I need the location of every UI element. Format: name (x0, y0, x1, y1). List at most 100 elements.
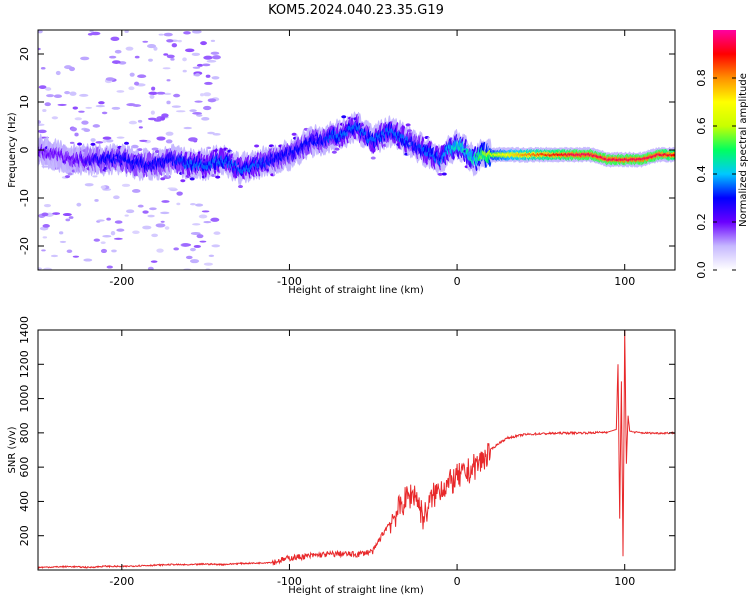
spectrogram-noise-blob (201, 210, 210, 213)
spectrogram-noise-blob (110, 36, 120, 41)
spectrogram-noise-blob (203, 220, 212, 224)
spectrogram-noise-blob (142, 210, 149, 214)
spectrogram-noise-blob (196, 234, 204, 239)
spectrogram-noise-blob (190, 259, 200, 264)
spectrogram-xtick-label: 100 (614, 275, 635, 288)
spectrogram-ytick-label: 0 (18, 147, 31, 154)
snr-xtick-label: -100 (277, 575, 302, 588)
spectrogram-noise-blob (188, 137, 198, 142)
snr-xtick-label: 100 (614, 575, 635, 588)
spectrogram-ridge-scatter (154, 150, 160, 154)
spectrogram-noise-blob (171, 43, 178, 48)
spectrogram-noise-blob (131, 144, 139, 149)
spectrogram-noise-blob (116, 90, 125, 93)
spectrogram-noise-blob (192, 66, 201, 69)
spectrogram-ytick-label: -20 (18, 237, 31, 255)
spectrogram-noise-blob (194, 100, 203, 103)
spectrogram-noise-blob (142, 40, 149, 43)
spectrogram-noise-blob (182, 57, 187, 62)
spectrogram-noise-blob (55, 70, 61, 76)
spectrogram-noise-blob (165, 131, 174, 136)
spectrogram-noise-blob (81, 120, 89, 125)
spectrogram-ytick-label: 20 (18, 47, 31, 61)
spectrogram-noise-blob (148, 58, 153, 62)
spectrogram-noise-blob (193, 244, 201, 248)
spectrogram-noise-blob (185, 48, 195, 53)
spectrogram-noise-blob (167, 187, 177, 190)
spectrogram-noise-blob (59, 231, 64, 235)
spectrogram-xtick-label: -200 (109, 275, 134, 288)
spectrogram-ridge-scatter (65, 175, 71, 179)
spectrogram-noise-blob (96, 219, 105, 222)
spectrogram-noise-blob (38, 85, 47, 89)
spectrogram-noise-blob (163, 32, 173, 37)
spectrogram-ridge-scatter (67, 172, 73, 176)
spectrogram-noise-blob (100, 241, 106, 244)
spectrogram-noise-blob (190, 231, 201, 235)
spectrogram-noise-blob (191, 52, 201, 57)
spectrogram-noise-blob (126, 209, 135, 214)
spectrogram-noise-blob (156, 248, 164, 253)
spectrogram-noise-blob (177, 39, 182, 43)
spectrogram-noise-blob (83, 258, 93, 262)
spectrogram-noise-blob (156, 136, 166, 141)
spectrogram-noise-blob (183, 31, 191, 35)
spectrogram-noise-blob (38, 47, 41, 51)
spectrogram-noise-blob (41, 212, 49, 217)
snr-xtick-label: 0 (454, 575, 461, 588)
spectrogram-noise-blob (200, 93, 205, 97)
spectrogram-ridge-scatter (406, 129, 412, 133)
spectrogram-noise-blob (111, 60, 121, 64)
snr-panel: -200 -100 0 100 200 400 600 800 1000 1200 1400 Hei… (7, 316, 676, 596)
spectrogram-noise-blob (90, 138, 96, 142)
spectrogram-noise-blob (129, 72, 135, 77)
spectrogram-noise-blob (203, 262, 213, 266)
spectrogram-noise-blob (74, 117, 82, 121)
spectrogram-noise-blob (192, 111, 203, 115)
spectrogram-noise-blob (113, 195, 120, 200)
spectrogram-noise-blob (201, 63, 211, 67)
spectrogram-noise-blob (196, 63, 204, 67)
spectrogram-noise-blob (163, 174, 171, 180)
spectrogram-noise-blob (147, 214, 155, 218)
spectrogram-noise-blob (171, 105, 181, 108)
spectrogram-noise-blob (128, 86, 135, 91)
spectrogram-noise-blob (211, 244, 221, 248)
spectrogram-noise-blob (151, 86, 156, 91)
colorbar-tick-label: 0.4 (695, 165, 708, 183)
spectrogram-noise-blob (153, 119, 162, 122)
spectrogram-noise-blob (51, 116, 59, 120)
spectrogram-noise-blob (203, 92, 212, 97)
spectrogram-noise-blob (106, 217, 111, 221)
spectrogram-noise-blob (38, 267, 43, 270)
spectrogram-noise-blob (201, 117, 210, 121)
spectrogram-noise-blob (46, 94, 55, 98)
spectrogram-noise-blob (212, 133, 221, 136)
spectrogram-noise-blob (203, 55, 213, 60)
colorbar-strip (713, 30, 736, 270)
spectrogram-noise-blob (211, 76, 220, 80)
spectrogram-noise-blob (38, 30, 43, 34)
spectrogram-ridge-scatter (370, 156, 376, 160)
spectrogram-noise-blob (190, 247, 196, 252)
snr-line-layer (38, 330, 675, 569)
spectrogram-noise-blob (156, 91, 166, 95)
spectrogram-noise-blob (114, 220, 123, 224)
spectrogram-noise-blob (64, 91, 71, 95)
spectrogram-noise-blob (102, 234, 112, 238)
spectrogram-noise-blob (195, 203, 204, 207)
spectrogram-noise-blob (206, 59, 217, 63)
spectrogram-noise-blob (69, 91, 77, 96)
spectrogram-noise-blob (70, 127, 77, 132)
snr-ytick-label: 1200 (18, 350, 31, 378)
spectrogram-noise-blob (110, 230, 116, 236)
spectrogram-noise-blob (132, 230, 140, 235)
spectrogram-noise-blob (190, 203, 196, 206)
spectrogram-noise-blob (147, 266, 154, 270)
spectrogram-noise-blob (111, 249, 117, 253)
spectrogram-noise-blob (191, 30, 202, 34)
spectrogram-ridge-scatter (437, 172, 443, 176)
spectrogram-noise-blob (150, 260, 158, 263)
spectrogram-noise-blob (138, 126, 143, 129)
